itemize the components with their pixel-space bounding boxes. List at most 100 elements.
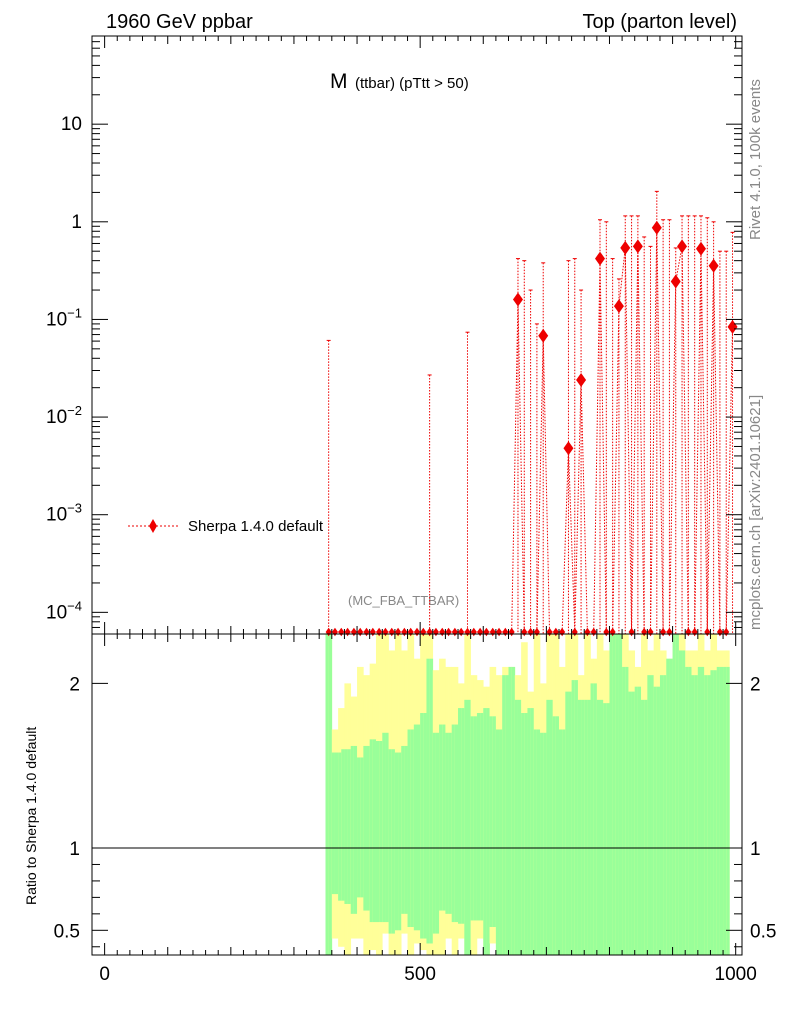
data-point — [521, 627, 528, 637]
data-point — [595, 251, 606, 266]
ratio-band-inner — [552, 716, 557, 955]
series-segment — [542, 335, 551, 633]
ratio-band-inner — [596, 699, 601, 955]
ratio-band-inner — [454, 724, 459, 923]
ratio-band-inner — [451, 724, 456, 923]
ratio-band-inner — [603, 703, 607, 955]
header-left: 1960 GeV ppbar — [106, 11, 253, 33]
plot-title-sub: (ttbar) (pTtt > 50) — [355, 75, 469, 92]
ratio-band-inner — [492, 716, 497, 928]
legend: Sherpa 1.4.0 default — [128, 518, 324, 535]
data-point — [369, 627, 376, 637]
plot-title-main: M — [330, 70, 348, 93]
ratio-band-inner — [555, 716, 560, 955]
series-segment — [593, 258, 601, 633]
ratio-band-inner — [530, 708, 535, 955]
y-tick-label: 10−4 — [46, 598, 82, 623]
y-tick-label: 10 — [61, 114, 82, 135]
data-point — [660, 627, 667, 637]
data-point — [414, 627, 420, 637]
y-tick-base: 10 — [46, 309, 67, 330]
ratio-band-inner — [549, 699, 553, 955]
data-point — [508, 627, 515, 637]
ratio-band-inner — [423, 713, 427, 939]
ratio-band-inner — [527, 708, 531, 955]
ratio-band-inner — [480, 713, 484, 921]
data-point — [559, 627, 566, 637]
ratio-band-inner — [524, 713, 528, 955]
data-point — [716, 627, 723, 637]
ratio-band-inner — [659, 675, 664, 955]
ratio-band-inner — [647, 675, 651, 955]
ratio-y-tick-label-right: 0.5 — [750, 921, 776, 942]
ratio-band-inner — [404, 745, 408, 914]
legend-label: Sherpa 1.4.0 default — [188, 518, 324, 535]
data-point — [576, 372, 587, 387]
ratio-band-inner — [540, 732, 544, 955]
ratio-band-inner — [517, 699, 522, 955]
ratio-band-inner — [432, 732, 437, 934]
data-point — [647, 627, 654, 637]
ratio-band-inner — [577, 699, 582, 955]
series-segment — [694, 248, 702, 633]
ratio-bands — [92, 634, 742, 955]
ratio-band-inner — [723, 666, 727, 955]
series-segment — [536, 335, 544, 633]
series-segment — [511, 299, 519, 633]
ratio-band-inner — [334, 752, 339, 895]
ratio-band-inner — [366, 745, 370, 911]
data-point — [723, 627, 730, 637]
data-point — [538, 328, 549, 343]
data-point — [432, 627, 439, 637]
ratio-band-inner — [353, 745, 358, 914]
data-point — [331, 627, 338, 637]
ratio-band-inner — [682, 650, 686, 955]
ratio-band-inner — [558, 729, 563, 955]
ratio-band-inner — [505, 675, 509, 955]
x-tick-label: 500 — [404, 964, 436, 985]
header-right: Top (parton level) — [582, 11, 737, 33]
ratio-y-tick-label-right: 1 — [750, 839, 761, 860]
data-point — [357, 627, 364, 637]
data-point — [388, 627, 395, 637]
ratio-band-inner — [622, 666, 626, 955]
y-tick-label: 10−2 — [46, 403, 82, 428]
data-point — [704, 627, 711, 637]
ratio-band-inner — [382, 732, 386, 923]
data-point — [651, 220, 662, 235]
ratio-band-inner — [385, 732, 389, 923]
series-segment — [517, 299, 525, 633]
data-point — [350, 627, 357, 637]
ratio-band-inner — [562, 729, 566, 955]
ratio-band-inner — [442, 724, 446, 911]
data-point — [666, 627, 673, 637]
ratio-band-inner — [511, 666, 516, 955]
y-tick-label: 1 — [71, 212, 82, 233]
ratio-band-inner — [590, 683, 594, 955]
ratio-band-inner — [388, 749, 393, 934]
ratio-y-tick-label-left: 1 — [69, 839, 80, 860]
rivet-label: Rivet 4.1.0, 100k events — [747, 79, 764, 240]
ratio-band-inner — [719, 666, 724, 955]
ratio-band-inner — [458, 708, 462, 924]
y-tick-base: 10 — [46, 505, 67, 526]
ratio-band-inner — [489, 716, 494, 928]
ratio-band-inner — [360, 757, 364, 898]
x-tick-label: 0 — [99, 964, 110, 985]
ratio-band-inner — [486, 708, 490, 955]
y-tick-base: 10 — [61, 114, 82, 135]
ratio-band-inner — [483, 708, 487, 955]
data-point — [563, 441, 574, 456]
ratio-band-inner — [713, 670, 718, 955]
y-tick-exp: −2 — [67, 403, 82, 418]
series-segment — [618, 247, 626, 307]
ratio-band-inner — [328, 634, 333, 955]
ratio-band-inner — [331, 752, 336, 895]
series-segment — [706, 265, 715, 633]
data-point — [691, 627, 698, 637]
data-point — [401, 627, 408, 637]
ratio-band-inner — [379, 741, 383, 923]
ratio-band-inner — [688, 666, 692, 955]
data-point — [620, 240, 631, 255]
